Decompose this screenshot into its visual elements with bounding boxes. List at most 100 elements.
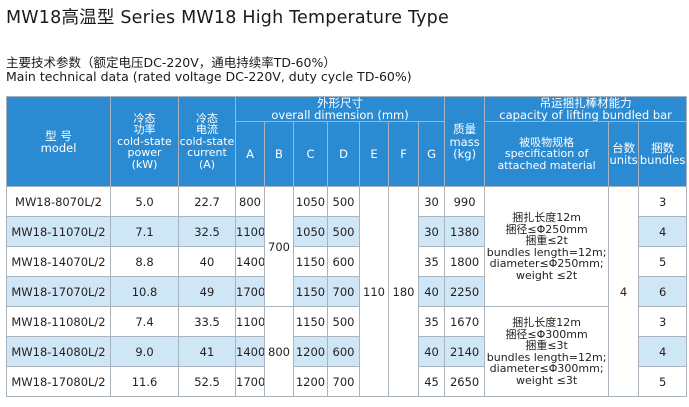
- dim-c-cell: 1150: [293, 306, 328, 338]
- bundles-cell: 3: [638, 186, 688, 218]
- mass-header-cn: 质量: [453, 122, 477, 137]
- current-cell: 40: [178, 246, 236, 278]
- units-header-en: units: [609, 153, 638, 168]
- current-cell: 41: [178, 336, 236, 368]
- dim-a-cell: 1400: [235, 336, 265, 368]
- dim-a-cell: 1700: [235, 366, 265, 398]
- capacity-header-cn: 吊运捆扎棒材能力: [539, 96, 632, 110]
- dim-col-b: B: [264, 121, 294, 188]
- dim-col-a: A: [235, 121, 265, 188]
- capacity-header: 吊运捆扎棒材能力 capacity of lifting bundled bar: [484, 95, 688, 123]
- spec-group1-cell: 捆扎长度12m 捆径≤Φ250mm 捆重≤2t bundles length=1…: [484, 186, 610, 308]
- power-cell: 7.4: [110, 306, 179, 338]
- dim-b-merged-cell: 700: [264, 186, 294, 308]
- table-row: MW18-14070L/2 8.8 40 1400 1150 600 35 18…: [6, 246, 688, 278]
- current-header: 冷态 电流 cold-state current (A): [178, 95, 236, 188]
- subtitle-cn: 主要技术参数（额定电压DC-220V，通电持续率TD-60%）: [6, 55, 336, 70]
- dim-col-e: E: [359, 121, 389, 188]
- power-cell: 11.6: [110, 366, 179, 398]
- current-header-en: cold-state current (A): [179, 134, 235, 171]
- power-header-en: cold-state power (kW): [117, 134, 172, 171]
- spec-header-en: specification of attached material: [497, 147, 596, 172]
- dimension-header-en: overall dimension (mm): [271, 108, 409, 122]
- mass-cell: 2250: [444, 276, 486, 308]
- dim-d-cell: 500: [327, 306, 360, 338]
- table-row: MW18-14080L/2 9.0 41 1400 1200 600 40 21…: [6, 336, 688, 368]
- dim-d-cell: 600: [327, 336, 360, 368]
- dim-b-merged-cell: 800: [264, 306, 294, 398]
- mass-cell: 2140: [444, 336, 486, 368]
- dim-a-cell: 800: [235, 186, 265, 218]
- dim-col-c: C: [293, 121, 328, 188]
- power-cell: 10.8: [110, 276, 179, 308]
- dim-c-cell: 1050: [293, 216, 328, 248]
- dim-g-cell: 40: [417, 336, 446, 368]
- model-cell: MW18-17080L/2: [6, 366, 111, 398]
- mass-cell: 990: [444, 186, 486, 218]
- spec-header-cn: 被吸物规格: [519, 135, 575, 149]
- table-row: MW18-8070L/2 5.0 22.7 800 700 1050 500 1…: [6, 186, 688, 398]
- dim-col-f: F: [388, 121, 419, 188]
- bundles-header-en: bundles: [639, 153, 686, 168]
- mass-cell: 1800: [444, 246, 486, 278]
- dim-d-cell: 700: [327, 276, 360, 308]
- units-header: 台数 units: [608, 121, 640, 188]
- dim-g-cell: 45: [417, 366, 446, 398]
- dim-c-cell: 1200: [293, 336, 328, 368]
- mass-header-en: mass (kg): [449, 134, 480, 161]
- current-cell: 49: [178, 276, 236, 308]
- dim-g-cell: 30: [417, 216, 446, 248]
- power-cell: 5.0: [110, 186, 179, 218]
- dim-col-g: G: [417, 121, 446, 188]
- spec-table: 型 号 model 冷态 功率 cold-state power (kW) 冷态…: [6, 95, 688, 398]
- table-row: MW18-11070L/2 7.1 32.5 1100 1050 500 30 …: [6, 216, 688, 248]
- dim-a-cell: 1400: [235, 246, 265, 278]
- mass-cell: 1670: [444, 306, 486, 338]
- dim-col-d: D: [327, 121, 360, 188]
- model-cell: MW18-14080L/2: [6, 336, 111, 368]
- model-cell: MW18-11070L/2: [6, 216, 111, 248]
- dim-c-cell: 1150: [293, 276, 328, 308]
- bundles-cell: 4: [638, 336, 688, 368]
- dim-c-cell: 1050: [293, 186, 328, 218]
- bundles-cell: 4: [638, 216, 688, 248]
- dim-d-cell: 700: [327, 366, 360, 398]
- dimension-header: 外形尺寸 overall dimension (mm): [234, 95, 446, 123]
- capacity-header-en: capacity of lifting bundled bar: [499, 108, 672, 122]
- units-header-cn: 台数: [612, 141, 636, 156]
- table-row: MW18-11080L/2 7.4 33.5 1100 800 1150 500…: [6, 306, 688, 398]
- current-cell: 32.5: [178, 216, 236, 248]
- dim-c-cell: 1200: [293, 366, 328, 398]
- mass-header: 质量 mass (kg): [444, 95, 486, 188]
- dim-f-merged-cell: 180: [388, 186, 419, 398]
- power-cell: 8.8: [110, 246, 179, 278]
- current-cell: 52.5: [178, 366, 236, 398]
- power-cell: 9.0: [110, 336, 179, 368]
- bundles-cell: 5: [638, 366, 688, 398]
- dimension-header-cn: 外形尺寸: [317, 96, 364, 110]
- power-header: 冷态 功率 cold-state power (kW): [110, 95, 179, 188]
- dim-a-cell: 1100: [235, 216, 265, 248]
- dim-g-cell: 35: [417, 306, 446, 338]
- model-header: 型 号 model: [6, 95, 111, 188]
- units-merged-cell: 4: [608, 186, 640, 398]
- table-row: MW18-17080L/2 11.6 52.5 1700 1200 700 45…: [6, 366, 688, 398]
- power-header-cn: 冷态 功率: [133, 111, 156, 137]
- dim-a-cell: 1100: [235, 306, 265, 338]
- dim-d-cell: 600: [327, 246, 360, 278]
- dim-g-cell: 35: [417, 246, 446, 278]
- table-row: MW18-17070L/2 10.8 49 1700 1150 700 40 2…: [6, 276, 688, 308]
- model-cell: MW18-14070L/2: [6, 246, 111, 278]
- spec-header: 被吸物规格 specification of attached material: [484, 121, 610, 188]
- dim-c-cell: 1150: [293, 246, 328, 278]
- dim-a-cell: 1700: [235, 276, 265, 308]
- bundles-cell: 3: [638, 306, 688, 338]
- mass-cell: 1380: [444, 216, 486, 248]
- page-title: MW18高温型 Series MW18 High Temperature Typ…: [6, 8, 449, 28]
- model-header-cn: 型 号: [45, 128, 72, 143]
- bundles-cell: 5: [638, 246, 688, 278]
- dim-g-cell: 30: [417, 186, 446, 218]
- dim-d-cell: 500: [327, 216, 360, 248]
- dim-e-merged-cell: 110: [359, 186, 389, 398]
- bundles-header: 捆数 bundles: [638, 121, 688, 188]
